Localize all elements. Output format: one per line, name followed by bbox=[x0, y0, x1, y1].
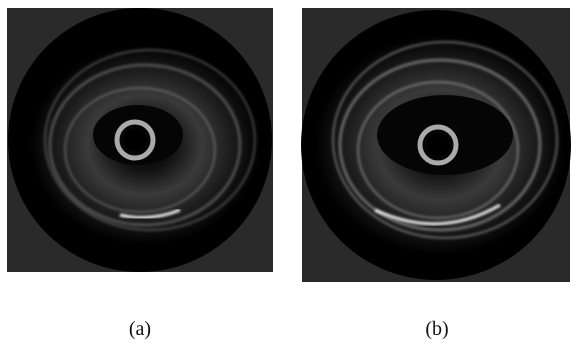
image-a bbox=[7, 8, 273, 272]
image-b bbox=[301, 8, 571, 282]
panel-label: (b) bbox=[425, 318, 449, 340]
panel-label: (a) bbox=[128, 318, 152, 340]
